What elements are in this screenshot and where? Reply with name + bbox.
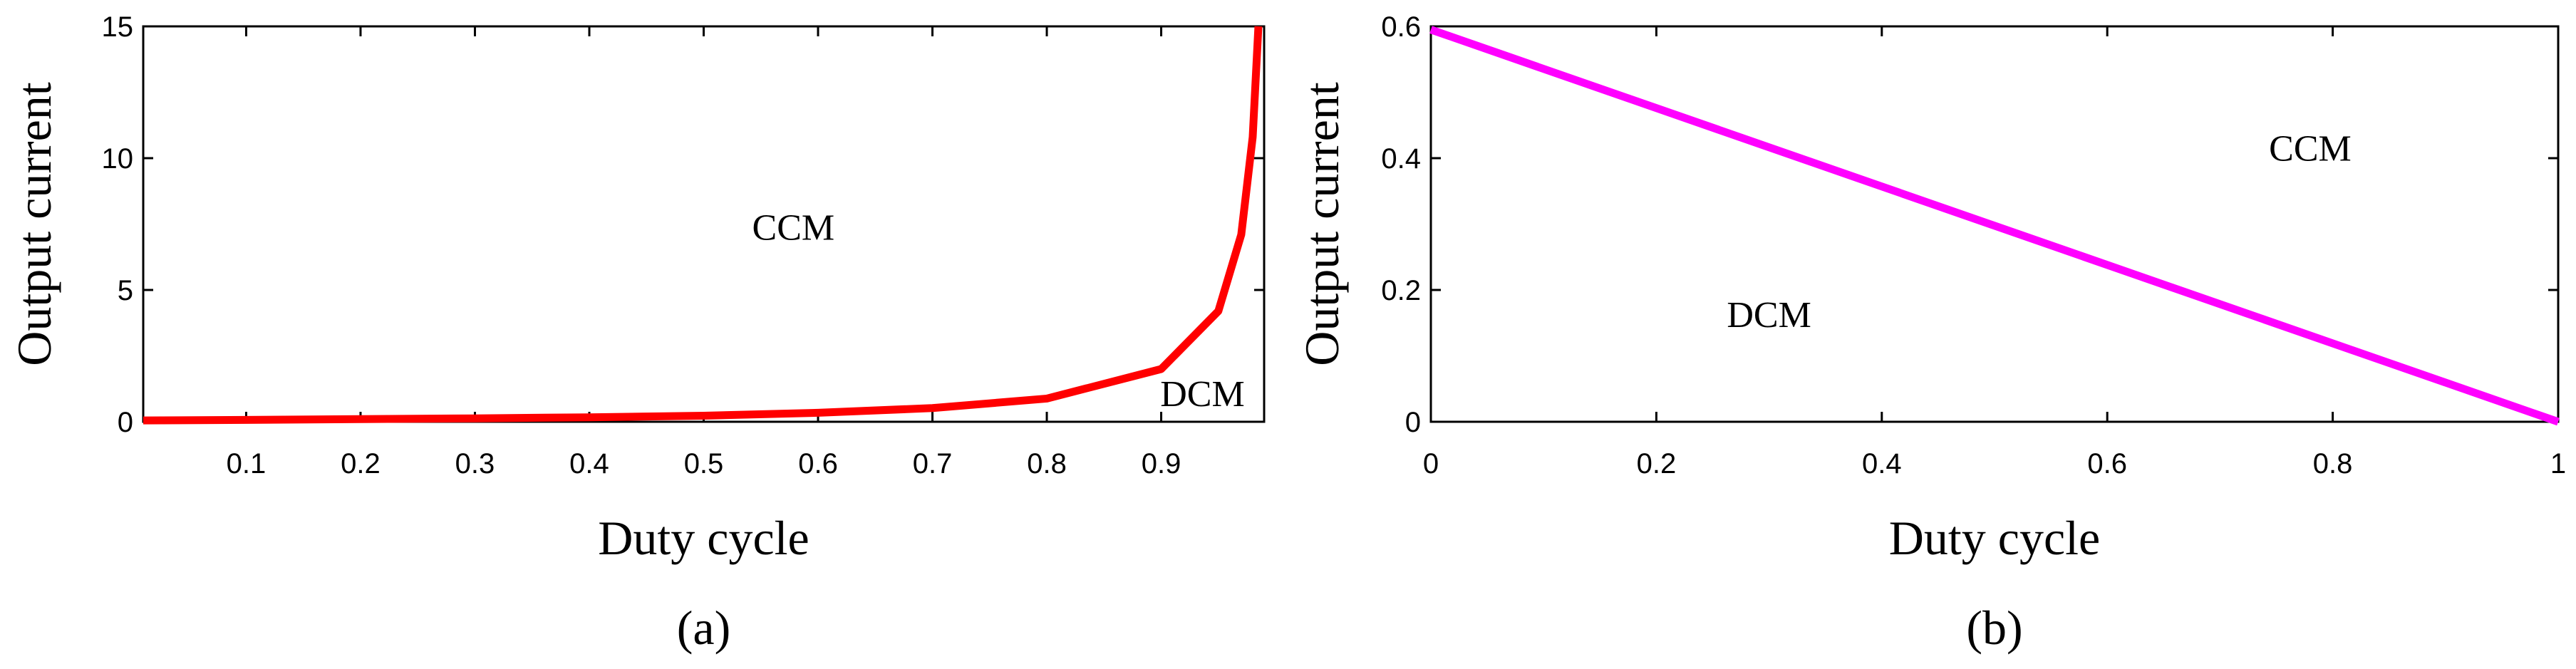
annotation: DCM	[1160, 374, 1244, 415]
x-tick-label: 0.9	[1142, 448, 1181, 479]
annotation: CCM	[752, 208, 835, 249]
x-axis-title: Duty cycle	[1889, 511, 2100, 565]
caption: (b)	[1966, 601, 2022, 655]
x-tick-label: 0.6	[2087, 448, 2127, 479]
y-tick-label: 10	[102, 143, 134, 175]
y-tick-label: 15	[102, 11, 134, 43]
line	[1429, 26, 2560, 426]
annotation: DCM	[1727, 295, 1811, 336]
plot-frame	[1429, 25, 2560, 423]
x-tick-label: 0.8	[2313, 448, 2353, 479]
caption: (a)	[677, 601, 730, 655]
x-tick-label: 0.3	[455, 448, 495, 479]
x-tick-label: 0.2	[341, 448, 381, 479]
y-axis-title: Output current	[1295, 82, 1349, 366]
y-tick-label: 0	[1405, 407, 1421, 438]
x-tick-label: 0.4	[1862, 448, 1902, 479]
x-tick-label: 0.6	[798, 448, 838, 479]
plot-frame	[142, 25, 1266, 423]
x-axis-title: Duty cycle	[598, 511, 809, 565]
y-axis-title: Output current	[7, 82, 61, 366]
y-tick-label: 5	[118, 275, 133, 306]
y-tick-label: 0.2	[1381, 275, 1421, 306]
line	[143, 26, 1263, 425]
x-tick-label: 0	[1423, 448, 1439, 479]
x-tick-label: 0.8	[1027, 448, 1067, 479]
x-tick-label: 0.1	[227, 448, 267, 479]
y-tick-label: 0.6	[1381, 11, 1421, 43]
y-tick-label: 0	[118, 407, 133, 438]
x-tick-label: 0.7	[913, 448, 953, 479]
x-tick-label: 1	[2550, 448, 2566, 479]
annotation: CCM	[2269, 129, 2352, 170]
x-tick-label: 0.5	[684, 448, 724, 479]
y-tick-label: 0.4	[1381, 143, 1421, 175]
x-tick-label: 0.2	[1637, 448, 1677, 479]
x-tick-label: 0.4	[569, 448, 609, 479]
